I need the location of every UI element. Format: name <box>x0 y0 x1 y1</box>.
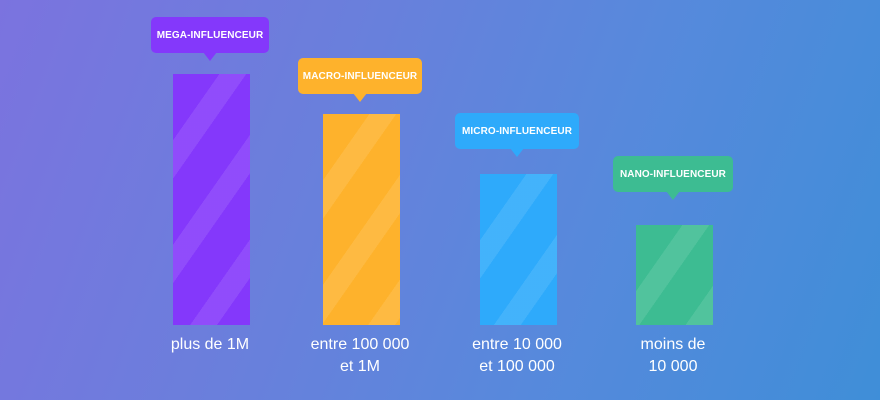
tier-nano: NANO-INFLUENCEUR moins de 10 000 <box>593 0 753 400</box>
tag-mega-label: MEGA-INFLUENCEUR <box>156 29 264 41</box>
label-micro-line-1: entre 10 000 <box>472 336 562 353</box>
label-nano-line-2: 10 000 <box>648 358 698 375</box>
bar-macro-stripes <box>323 114 400 325</box>
tag-mega-pointer <box>203 52 217 61</box>
label-micro-line-2: et 100 000 <box>479 358 555 375</box>
tag-macro-pointer <box>353 93 367 102</box>
tier-micro: MICRO-INFLUENCEUR entre 10 000 et 100 00… <box>437 0 597 400</box>
tier-macro: MACRO-INFLUENCEUR entre 100 000 et 1M <box>280 0 440 400</box>
tag-macro: MACRO-INFLUENCEUR <box>298 58 422 102</box>
label-micro: entre 10 000 et 100 000 <box>437 334 597 378</box>
bar-micro-stripes <box>480 174 557 325</box>
bar-macro <box>323 114 400 325</box>
tag-mega: MEGA-INFLUENCEUR <box>151 17 269 61</box>
bar-mega-stripes <box>173 74 250 325</box>
bar-nano <box>636 225 713 325</box>
label-macro: entre 100 000 et 1M <box>280 334 440 378</box>
bar-nano-stripes <box>636 225 713 325</box>
bar-mega <box>173 74 250 325</box>
tag-macro-label: MACRO-INFLUENCEUR <box>302 70 418 82</box>
label-macro-line-1: entre 100 000 <box>310 336 410 353</box>
tag-nano: NANO-INFLUENCEUR <box>613 156 733 200</box>
tag-micro-label: MICRO-INFLUENCEUR <box>461 125 573 137</box>
label-nano-line-1: moins de <box>640 336 706 353</box>
tier-mega: MEGA-INFLUENCEUR plus de 1M <box>130 0 290 400</box>
label-macro-line-2: et 1M <box>339 358 380 375</box>
tag-nano-label: NANO-INFLUENCEUR <box>619 168 727 180</box>
tag-micro: MICRO-INFLUENCEUR <box>455 113 579 157</box>
tag-micro-pointer <box>510 148 524 157</box>
label-mega-line-1: plus de 1M <box>170 336 250 353</box>
bar-micro <box>480 174 557 325</box>
label-mega: plus de 1M <box>130 334 290 356</box>
label-nano: moins de 10 000 <box>593 334 753 378</box>
tag-nano-pointer <box>666 191 680 200</box>
